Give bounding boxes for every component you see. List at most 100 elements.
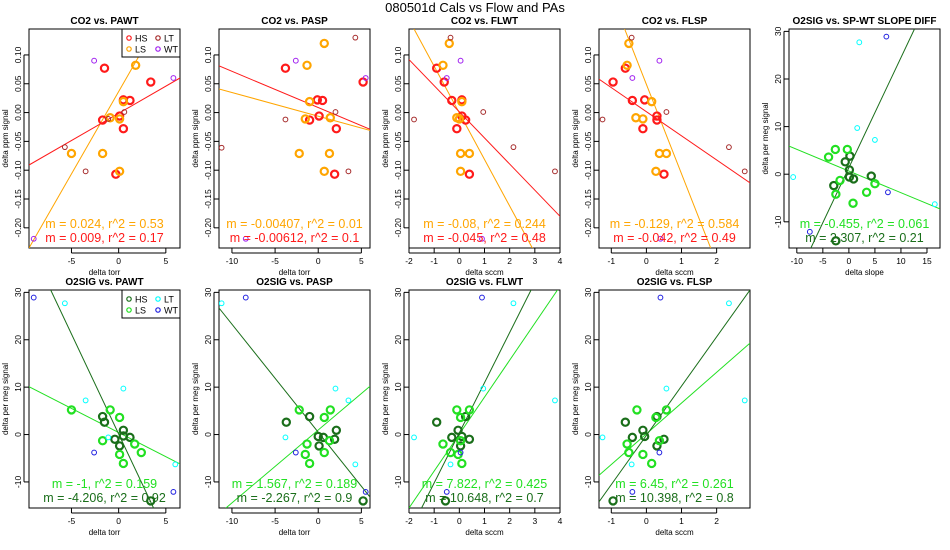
data-point-hs [866,171,876,181]
data-point-wt [443,75,450,81]
data-point-hs [314,111,324,121]
data-point-hs [146,496,156,506]
data-point-hs [848,174,859,184]
data-point-ls [661,405,672,415]
data-point-ls [300,449,310,460]
y-tick-label: -0.15 [203,189,213,209]
fit-line-hs [29,77,180,166]
x-tick-label: 0 [457,516,462,526]
legend-marker-hs [126,35,132,41]
page-title: 080501d Cals vs Flow and PAs [385,0,565,15]
data-point-ls [114,412,125,423]
data-point-ls [118,96,129,107]
x-tick-label: 1 [482,256,487,266]
data-point-lt [282,434,289,441]
x-tick-label: 2 [507,256,512,266]
data-point-wt [292,449,299,456]
x-axis-label: delta slope [845,268,884,277]
x-tick-label: 0 [316,256,321,266]
data-point-lt [332,385,339,392]
x-tick-label: -1 [608,256,616,266]
data-point-wt [457,449,464,456]
plot-frame [218,289,371,509]
fit-annotation: m = -0.00612, r^2 = 0.1 [230,231,360,245]
y-tick-label: -10 [583,476,593,489]
y-tick-label: -0.20 [393,218,403,238]
y-tick-label: 30 [583,287,593,297]
legend-marker-wt [155,307,161,313]
y-axis-label: delta per meg signal [571,363,580,435]
data-point-ls [638,449,648,460]
y-tick-label: 0.00 [393,104,403,121]
data-point-ls [319,412,329,423]
fit-annotation: m = -0.045, r^2 = 0.48 [423,231,546,245]
data-point-ls [114,114,125,124]
y-axis-label: delta per meg signal [761,102,770,174]
y-tick-label: 0.00 [13,104,23,121]
data-point-hs [627,95,638,106]
legend-marker-lt [155,35,161,41]
panel-title: O2SIG vs. PAWT [65,277,143,288]
plot-frame [218,28,371,249]
data-point-lt [741,168,748,175]
panel-title: CO2 vs. PASP [261,16,328,27]
data-point-ls [464,405,475,415]
panel-title: O2SIG vs. SP-WT SLOPE DIFF [793,16,937,27]
x-tick-label: 5 [163,256,168,266]
data-point-hs [829,180,839,191]
y-tick-label: 0.10 [393,46,403,63]
data-point-hs [313,431,323,442]
data-point-wt [657,294,664,301]
data-point-ls [66,148,77,159]
data-point-hs [280,63,291,73]
data-point-hs [118,425,129,435]
legend-label-ls: LS [135,45,146,55]
data-point-lt [411,116,417,123]
data-point-hs [114,441,125,451]
panel-title: O2SIG vs. FLSP [637,277,713,288]
data-point-ls [302,439,312,449]
data-point-hs [304,411,315,422]
x-axis-label: delta sccm [655,528,694,537]
fit-annotation: m = 10.398, r^2 = 0.8 [615,491,733,505]
y-tick-label: 0 [393,432,403,437]
data-point-wt [170,75,177,81]
data-point-ls [638,114,648,124]
fit-annotation: m = -1, r^2 = 0.159 [52,477,157,491]
y-tick-label: -0.20 [13,218,23,238]
fit-annotation: m = 6.45, r^2 = 0.261 [615,477,733,491]
data-point-wt [30,235,37,242]
data-point-ls [319,447,329,458]
data-point-lt [663,385,670,392]
data-point-hs [639,431,650,442]
data-point-hs [659,169,669,179]
data-point-ls [624,38,634,49]
x-tick-label: 0 [116,516,121,526]
x-tick-label: 2 [507,516,512,526]
data-point-ls [97,148,108,159]
data-point-hs [455,441,466,451]
fit-annotation: m = 0.009, r^2 = 0.17 [45,231,163,245]
fit-annotation: m = 7.822, r^2 = 0.425 [422,477,547,491]
data-point-ls [823,152,834,162]
data-point-ls [136,447,147,458]
plot-area [29,290,180,508]
data-point-hs [358,77,368,87]
data-point-wt [242,294,249,301]
data-point-ls [455,166,466,177]
data-point-ls [848,198,858,208]
data-point-wt [479,235,485,242]
x-tick-label: 0 [644,516,649,526]
data-point-ls [66,405,77,415]
legend-label-lt: LT [164,34,174,44]
panel-2: CO2 vs. PASP -10 -5 0 5 delta torr -0.20 -0.15 -… [191,16,371,277]
data-point-ls [835,175,845,186]
data-point-hs [447,432,457,443]
x-tick-label: 0 [457,256,462,266]
data-point-ls [452,405,462,415]
fit-line-hs [421,290,532,508]
y-tick-label: -0.10 [393,160,403,180]
